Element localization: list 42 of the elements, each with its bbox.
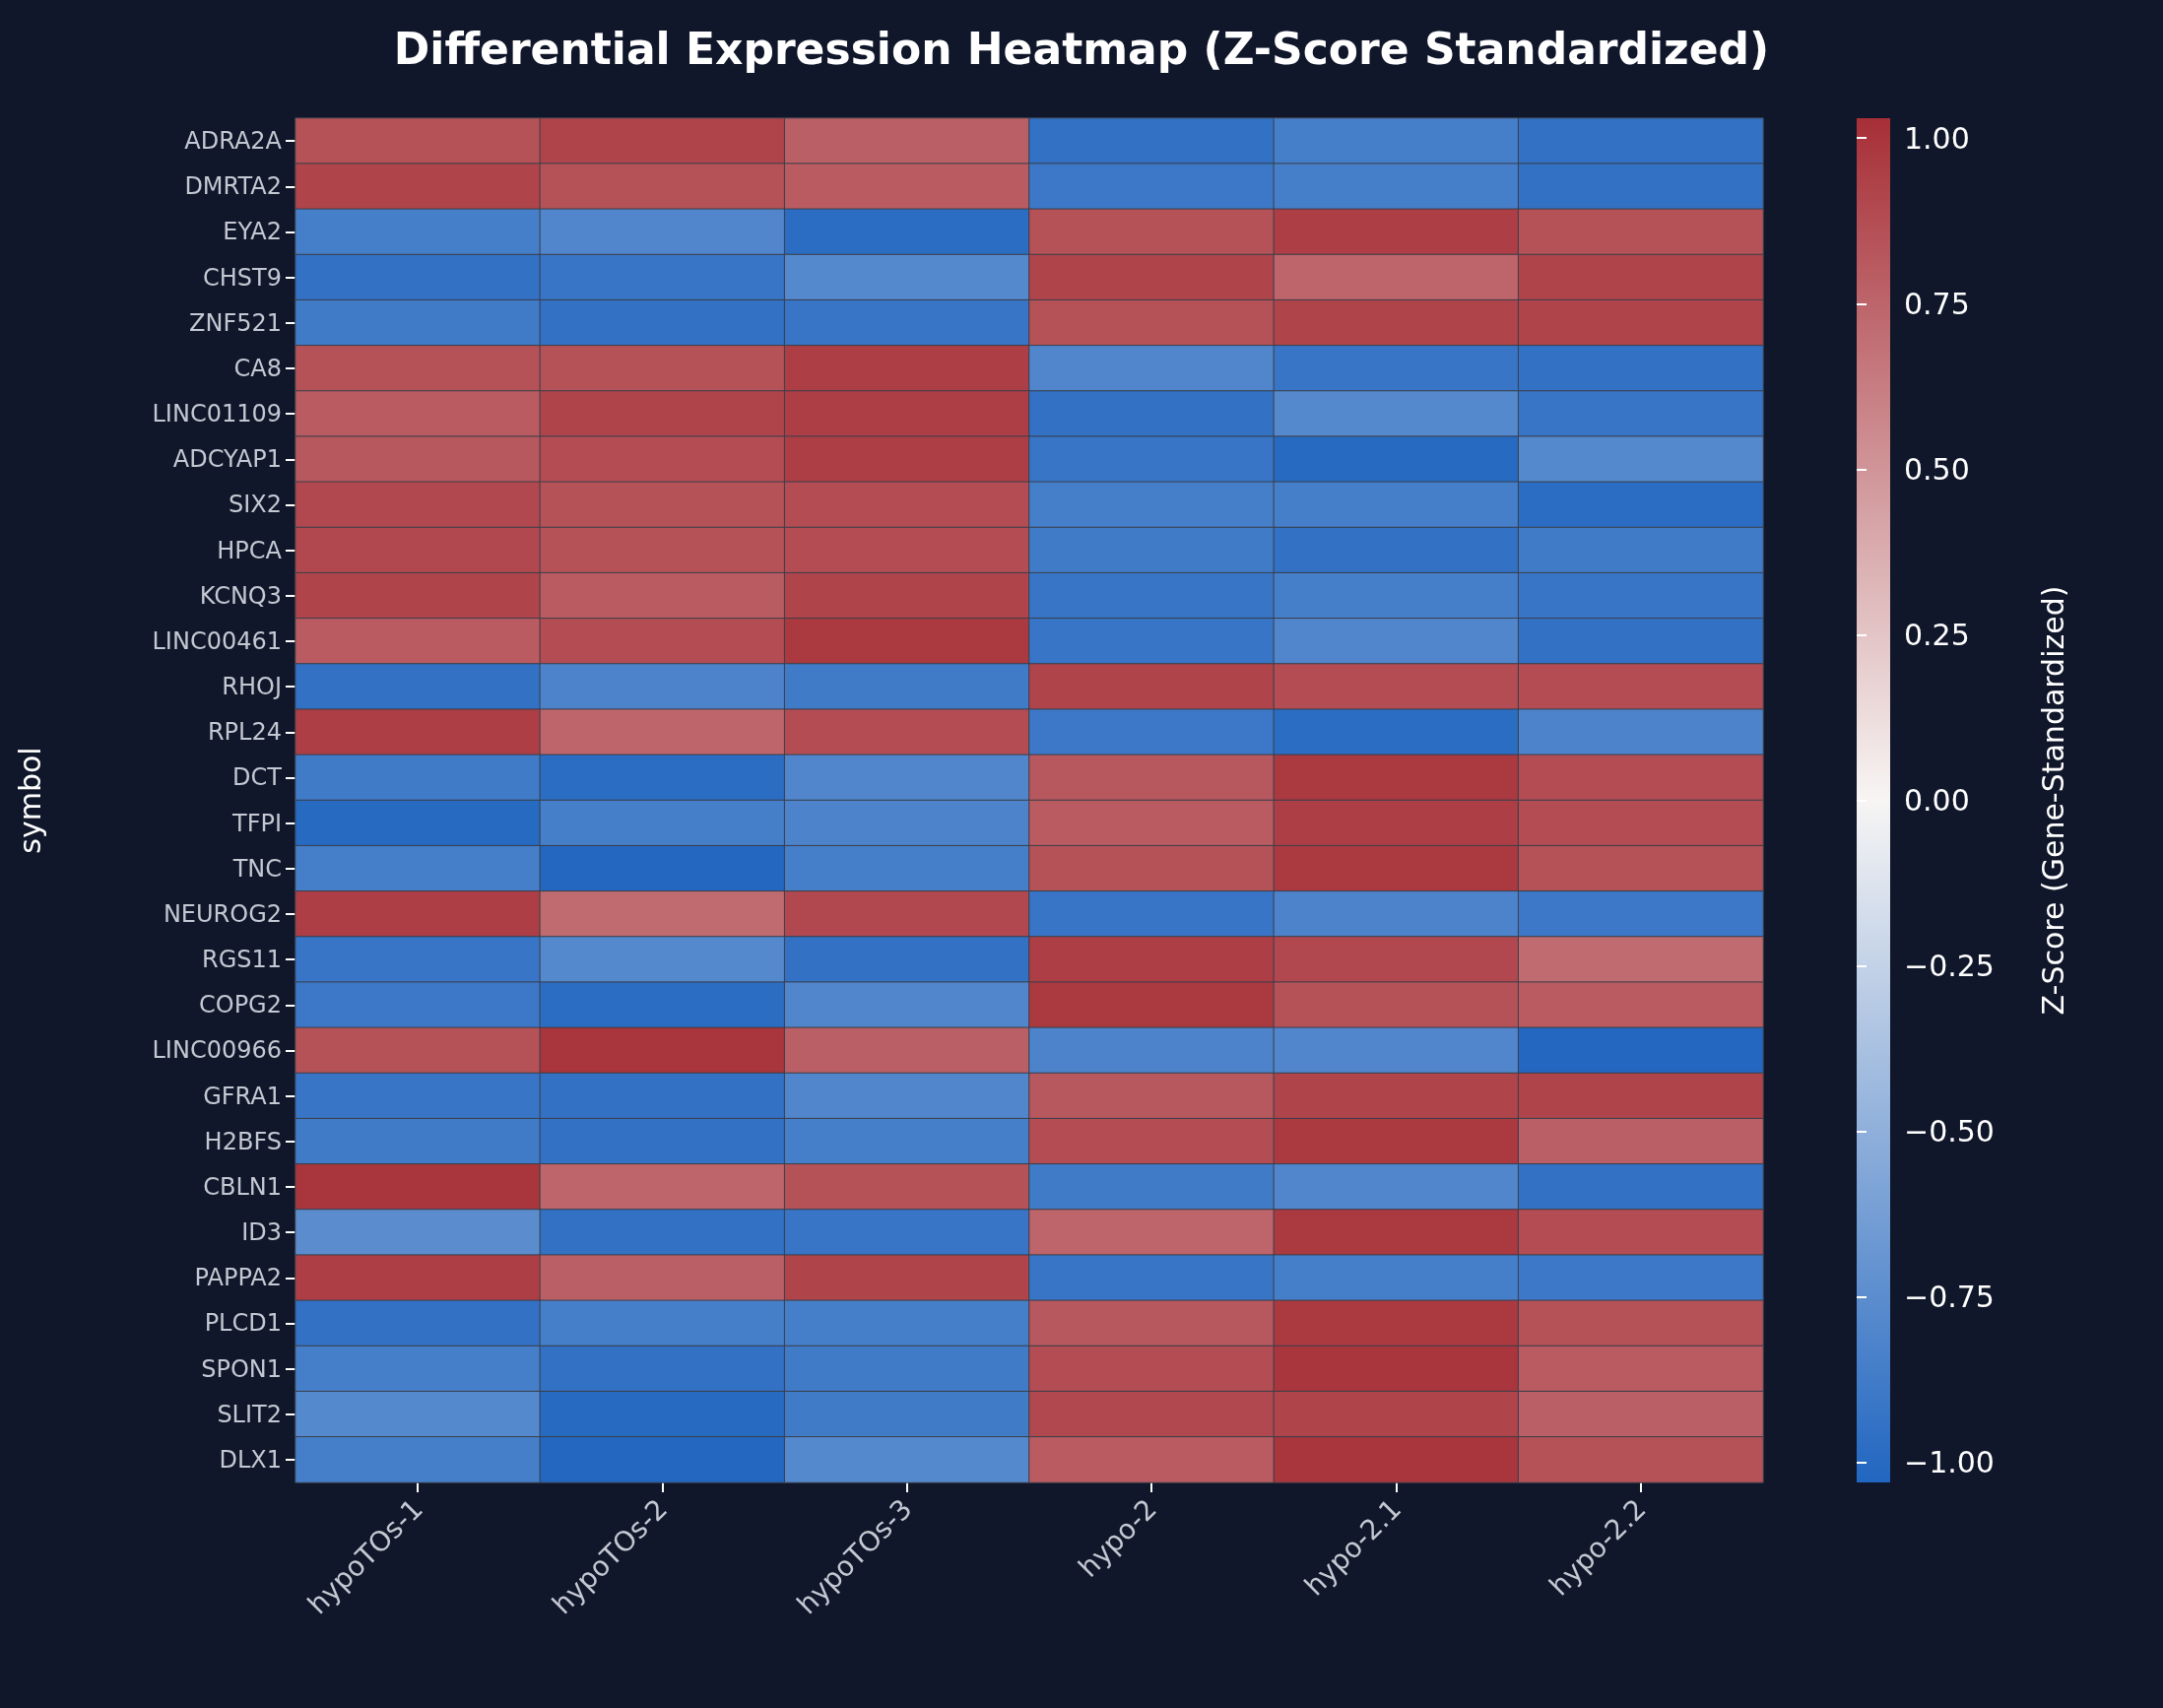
color-bar-label: −1.00: [1904, 1445, 1995, 1480]
y-tick-label: LINC00966: [152, 1036, 282, 1065]
y-tick-label: HPCA: [217, 536, 283, 564]
color-bar-label: 1.00: [1904, 120, 1970, 156]
y-tick-label: ADCYAP1: [172, 445, 282, 474]
y-tick-label: CA8: [233, 354, 282, 382]
y-tick-label: CHST9: [203, 263, 282, 292]
y-tick-label: TNC: [231, 854, 282, 883]
y-tick-label: ID3: [241, 1218, 282, 1247]
y-tick-label: DLX1: [219, 1445, 282, 1474]
color-bar-label: 0.50: [1904, 451, 1970, 487]
y-tick-label: H2BFS: [204, 1127, 282, 1155]
color-bar-label: 0.00: [1904, 783, 1970, 818]
y-tick-label: PAPPA2: [194, 1264, 282, 1292]
y-tick-label: ADRA2A: [184, 127, 283, 156]
y-tick-label: GFRA1: [203, 1082, 282, 1110]
y-tick-label: SIX2: [228, 491, 282, 519]
y-tick-label: ZNF521: [188, 308, 282, 337]
y-tick-label: RGS11: [201, 946, 282, 974]
color-bar-label: 0.25: [1904, 617, 1970, 652]
color-bar-label: −0.25: [1904, 949, 1995, 984]
y-tick-label: DCT: [232, 763, 283, 792]
y-tick-label: SPON1: [201, 1354, 282, 1383]
color-bar-label: 0.75: [1904, 286, 1970, 321]
color-bar-label: −0.75: [1904, 1280, 1995, 1315]
y-tick-label: EYA2: [223, 218, 282, 246]
y-tick-label: RHOJ: [222, 673, 282, 701]
y-tick-label: RPL24: [207, 718, 282, 747]
color-bar-title: Z-Score (Gene-Standardized): [2035, 585, 2070, 1016]
y-tick-label: DMRTA2: [184, 172, 282, 201]
y-tick-label: SLIT2: [217, 1400, 282, 1428]
chart-title: Differential Expression Heatmap (Z-Score Standardized): [393, 23, 1770, 74]
y-tick-label: PLCD1: [204, 1309, 282, 1338]
color-bar-label: −0.50: [1904, 1114, 1995, 1150]
y-axis-title: symbol: [12, 747, 47, 854]
y-tick-label: LINC00461: [152, 626, 282, 655]
y-tick-label: TFPI: [230, 809, 282, 837]
y-tick-label: CBLN1: [203, 1172, 282, 1201]
y-tick-label: KCNQ3: [199, 581, 282, 610]
y-tick-label: COPG2: [199, 991, 282, 1019]
y-tick-label: NEUROG2: [163, 899, 282, 928]
y-tick-label: LINC01109: [152, 400, 282, 428]
